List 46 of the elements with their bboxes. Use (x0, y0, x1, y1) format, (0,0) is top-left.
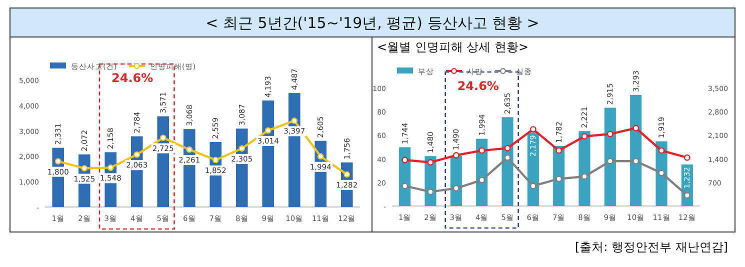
bar (630, 94, 642, 206)
point (684, 192, 690, 199)
bar (527, 132, 539, 206)
chart-title: < 최근 5년간('15~'19년, 평균) 등산사고 현황 > (206, 14, 540, 32)
point (632, 158, 640, 164)
point (504, 154, 511, 161)
point (478, 147, 486, 154)
point (81, 165, 88, 172)
annotation: 24.6% (457, 79, 499, 93)
point (402, 182, 408, 190)
point (504, 144, 511, 152)
point (556, 147, 562, 154)
point (556, 176, 562, 182)
point (632, 124, 640, 132)
point (658, 170, 665, 176)
chart-title: <월별 인명피해 상세 현황> (377, 40, 529, 54)
point (160, 134, 166, 141)
point (658, 147, 665, 154)
point (212, 156, 219, 164)
annotation: 24.6% (112, 71, 154, 85)
bar (604, 108, 616, 206)
bar (502, 117, 514, 206)
point (452, 152, 460, 158)
text: [출처: 행정안전부 재난연감] (574, 240, 728, 254)
point (427, 188, 434, 196)
point (344, 171, 350, 178)
point (581, 133, 588, 140)
point (452, 185, 460, 192)
point (530, 182, 536, 190)
point (606, 130, 614, 138)
point (317, 153, 324, 160)
point (54, 158, 62, 164)
point (427, 159, 434, 166)
point (606, 158, 614, 164)
point (134, 151, 140, 158)
point (264, 127, 272, 134)
point (238, 145, 246, 152)
point (291, 118, 298, 124)
bar (578, 131, 590, 206)
point (684, 154, 690, 161)
point (107, 164, 114, 171)
point (402, 156, 408, 164)
point (478, 176, 486, 184)
point (530, 126, 536, 132)
point (186, 146, 193, 153)
point (581, 173, 588, 180)
